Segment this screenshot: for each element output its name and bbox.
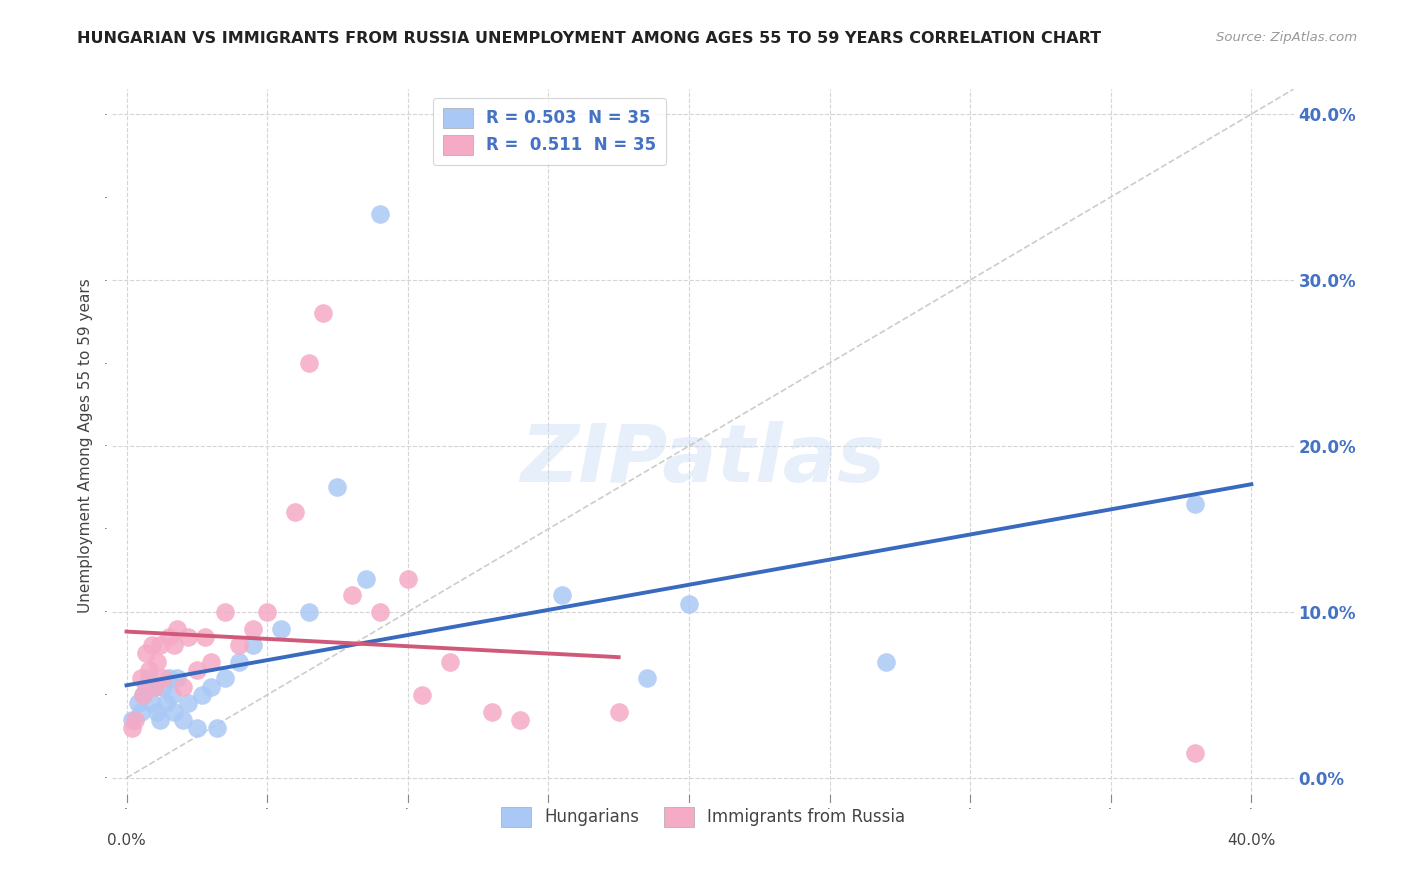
Point <box>172 713 194 727</box>
Point <box>124 713 146 727</box>
Text: HUNGARIAN VS IMMIGRANTS FROM RUSSIA UNEMPLOYMENT AMONG AGES 55 TO 59 YEARS CORRE: HUNGARIAN VS IMMIGRANTS FROM RUSSIA UNEM… <box>77 31 1101 46</box>
Point <box>1184 497 1206 511</box>
Point <box>205 721 228 735</box>
Point <box>194 630 217 644</box>
Point <box>312 306 335 320</box>
Point <box>143 680 166 694</box>
Point <box>138 671 160 685</box>
Point <box>214 605 236 619</box>
Point <box>121 713 143 727</box>
Point <box>368 207 391 221</box>
Point <box>157 671 180 685</box>
Point <box>439 655 461 669</box>
Text: 0.0%: 0.0% <box>107 832 146 847</box>
Point <box>481 705 503 719</box>
Point <box>163 705 186 719</box>
Point <box>326 481 349 495</box>
Point <box>129 705 152 719</box>
Point <box>132 688 155 702</box>
Point <box>242 638 264 652</box>
Point <box>146 655 169 669</box>
Point <box>177 630 200 644</box>
Text: 40.0%: 40.0% <box>1227 832 1275 847</box>
Point <box>152 680 174 694</box>
Point <box>186 663 208 677</box>
Point <box>127 696 149 710</box>
Point <box>155 696 177 710</box>
Point <box>509 713 531 727</box>
Point <box>368 605 391 619</box>
Point <box>186 721 208 735</box>
Point <box>875 655 897 669</box>
Point <box>1184 746 1206 760</box>
Point <box>138 663 160 677</box>
Point <box>141 638 163 652</box>
Point <box>396 572 419 586</box>
Point <box>298 356 321 370</box>
Point <box>135 680 157 694</box>
Point <box>166 671 188 685</box>
Point <box>200 680 222 694</box>
Point <box>256 605 278 619</box>
Point <box>135 647 157 661</box>
Point <box>166 622 188 636</box>
Point <box>607 705 630 719</box>
Text: Source: ZipAtlas.com: Source: ZipAtlas.com <box>1216 31 1357 45</box>
Point <box>191 688 214 702</box>
Point <box>177 696 200 710</box>
Point <box>636 671 658 685</box>
Point <box>121 721 143 735</box>
Point <box>228 638 250 652</box>
Point <box>157 630 180 644</box>
Point <box>163 638 186 652</box>
Point <box>298 605 321 619</box>
Point <box>228 655 250 669</box>
Point <box>214 671 236 685</box>
Point <box>270 622 292 636</box>
Point <box>284 505 307 519</box>
Point <box>143 680 166 694</box>
Point <box>242 622 264 636</box>
Point <box>146 705 169 719</box>
Point <box>172 680 194 694</box>
Point <box>149 713 172 727</box>
Point <box>149 638 172 652</box>
Point <box>200 655 222 669</box>
Point <box>551 588 574 602</box>
Point <box>678 597 700 611</box>
Point <box>160 688 183 702</box>
Y-axis label: Unemployment Among Ages 55 to 59 years: Unemployment Among Ages 55 to 59 years <box>79 278 93 614</box>
Point <box>152 671 174 685</box>
Point <box>132 688 155 702</box>
Point <box>354 572 377 586</box>
Point <box>411 688 433 702</box>
Point <box>340 588 363 602</box>
Text: ZIPatlas: ZIPatlas <box>520 421 886 500</box>
Point <box>141 696 163 710</box>
Legend: Hungarians, Immigrants from Russia: Hungarians, Immigrants from Russia <box>494 800 912 834</box>
Point <box>129 671 152 685</box>
